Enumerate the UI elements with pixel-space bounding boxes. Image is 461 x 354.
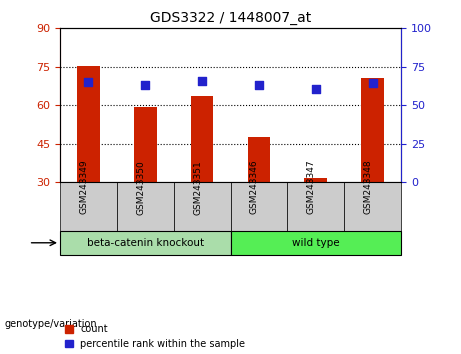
Text: GSM243350: GSM243350 — [136, 160, 145, 215]
Bar — [117, 182, 174, 231]
Bar — [60, 231, 230, 255]
Legend: count, percentile rank within the sample: count, percentile rank within the sample — [65, 324, 245, 349]
Point — [312, 86, 319, 92]
Bar — [230, 182, 287, 231]
Text: GSM243351: GSM243351 — [193, 160, 202, 215]
Bar — [248, 137, 270, 182]
Bar — [230, 231, 401, 255]
Bar — [287, 182, 344, 231]
Bar — [304, 178, 327, 182]
Text: GSM243346: GSM243346 — [250, 160, 259, 215]
Text: GSM243348: GSM243348 — [364, 160, 372, 215]
Bar — [344, 182, 401, 231]
Point — [255, 82, 263, 88]
Point — [198, 79, 206, 84]
Text: GSM243349: GSM243349 — [79, 160, 89, 215]
Point — [369, 80, 376, 86]
Bar — [361, 78, 384, 182]
Text: genotype/variation: genotype/variation — [5, 319, 97, 329]
Text: wild type: wild type — [292, 238, 340, 248]
Bar — [77, 65, 100, 182]
Title: GDS3322 / 1448007_at: GDS3322 / 1448007_at — [150, 11, 311, 24]
Point — [142, 82, 149, 87]
Text: GSM243347: GSM243347 — [307, 160, 316, 215]
Bar — [191, 96, 213, 182]
Bar — [60, 182, 117, 231]
Text: beta-catenin knockout: beta-catenin knockout — [87, 238, 204, 248]
Bar — [134, 107, 157, 182]
Bar — [174, 182, 230, 231]
Point — [85, 79, 92, 85]
